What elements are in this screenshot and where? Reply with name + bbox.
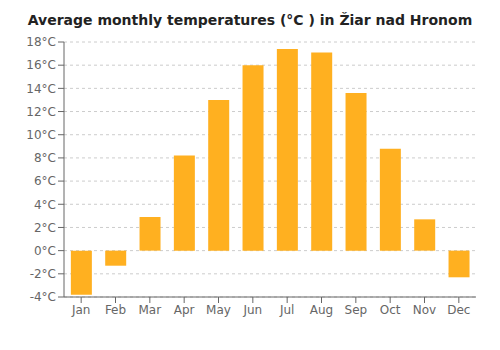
svg-text:8°C: 8°C — [34, 151, 56, 165]
svg-text:Dec: Dec — [447, 303, 470, 317]
svg-text:Sep: Sep — [345, 303, 368, 317]
svg-text:12°C: 12°C — [26, 105, 56, 119]
svg-text:0°C: 0°C — [34, 244, 56, 258]
svg-text:2°C: 2°C — [34, 221, 56, 235]
svg-text:Jul: Jul — [279, 303, 294, 317]
svg-text:16°C: 16°C — [26, 58, 56, 72]
svg-text:Nov: Nov — [413, 303, 436, 317]
svg-text:6°C: 6°C — [34, 174, 56, 188]
svg-text:Mar: Mar — [139, 303, 162, 317]
svg-text:Oct: Oct — [380, 303, 401, 317]
svg-text:-4°C: -4°C — [30, 290, 56, 304]
svg-text:May: May — [206, 303, 231, 317]
svg-text:Feb: Feb — [105, 303, 126, 317]
svg-text:Jan: Jan — [71, 303, 91, 317]
svg-text:-2°C: -2°C — [30, 267, 56, 281]
svg-text:4°C: 4°C — [34, 198, 56, 212]
svg-text:14°C: 14°C — [26, 82, 56, 96]
svg-text:Jun: Jun — [242, 303, 262, 317]
html-text:Average monthly temperatures (: Average monthly temperatures (°C ) in Ži… — [27, 12, 473, 28]
svg-text:Apr: Apr — [174, 303, 195, 317]
svg-text:Aug: Aug — [310, 303, 333, 317]
svg-text:18°C: 18°C — [26, 35, 56, 49]
svg-text:10°C: 10°C — [26, 128, 56, 142]
